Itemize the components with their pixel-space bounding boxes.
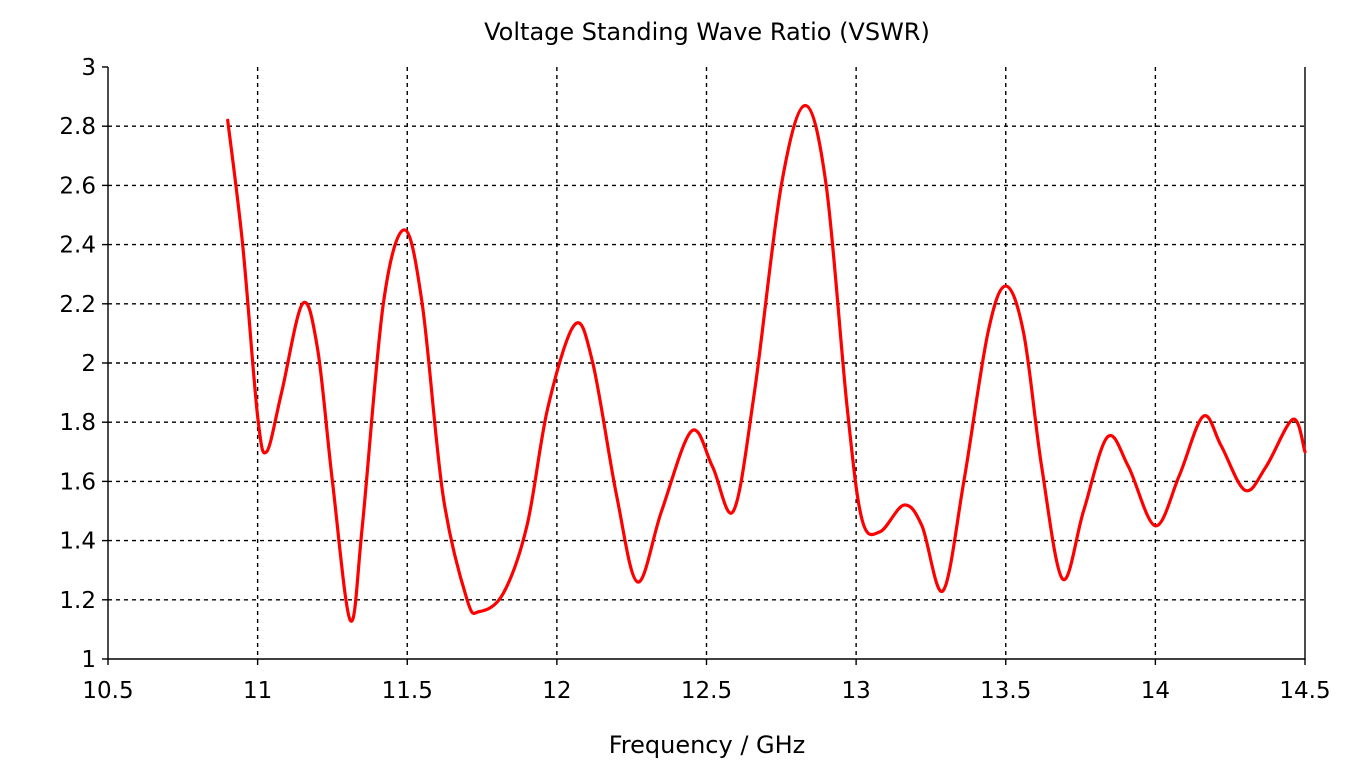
- y-tick-label: 1.6: [59, 469, 96, 495]
- y-tick-label: 2.2: [59, 292, 96, 318]
- series-layer: [226, 103, 1307, 623]
- axes: [102, 66, 1306, 665]
- x-tick-label: 13: [841, 678, 870, 704]
- x-tick-label: 12: [542, 678, 571, 704]
- y-tick-label: 1.8: [59, 410, 96, 436]
- vswr-series-line: [226, 103, 1307, 623]
- x-tick-label: 11.5: [382, 678, 433, 704]
- x-tick-label: 11: [243, 678, 272, 704]
- tick-labels: 10.5 11 11.5 12 12.5 13 13.5 14 14.5 1 1.2 1.4 1.6 1.…: [59, 55, 1330, 704]
- x-tick-label: 10.5: [82, 678, 133, 704]
- y-tick-label: 2.6: [59, 173, 96, 199]
- x-axis-label: Frequency / GHz: [609, 731, 806, 759]
- y-tick-label: 2.4: [59, 233, 96, 259]
- x-tick-label: 14: [1141, 678, 1170, 704]
- x-tick-label: 14.5: [1279, 678, 1330, 704]
- y-tick-label: 2.8: [59, 114, 96, 140]
- y-tick-label: 1: [81, 647, 96, 673]
- chart-title: Voltage Standing Wave Ratio (VSWR): [484, 18, 930, 46]
- y-tick-label: 1.2: [59, 588, 96, 614]
- grid-lines: [108, 67, 1305, 659]
- x-tick-label: 12.5: [681, 678, 732, 704]
- y-tick-label: 3: [81, 55, 96, 81]
- y-tick-label: 1.4: [59, 529, 96, 555]
- x-tick-label: 13.5: [980, 678, 1031, 704]
- y-tick-label: 2: [81, 351, 96, 377]
